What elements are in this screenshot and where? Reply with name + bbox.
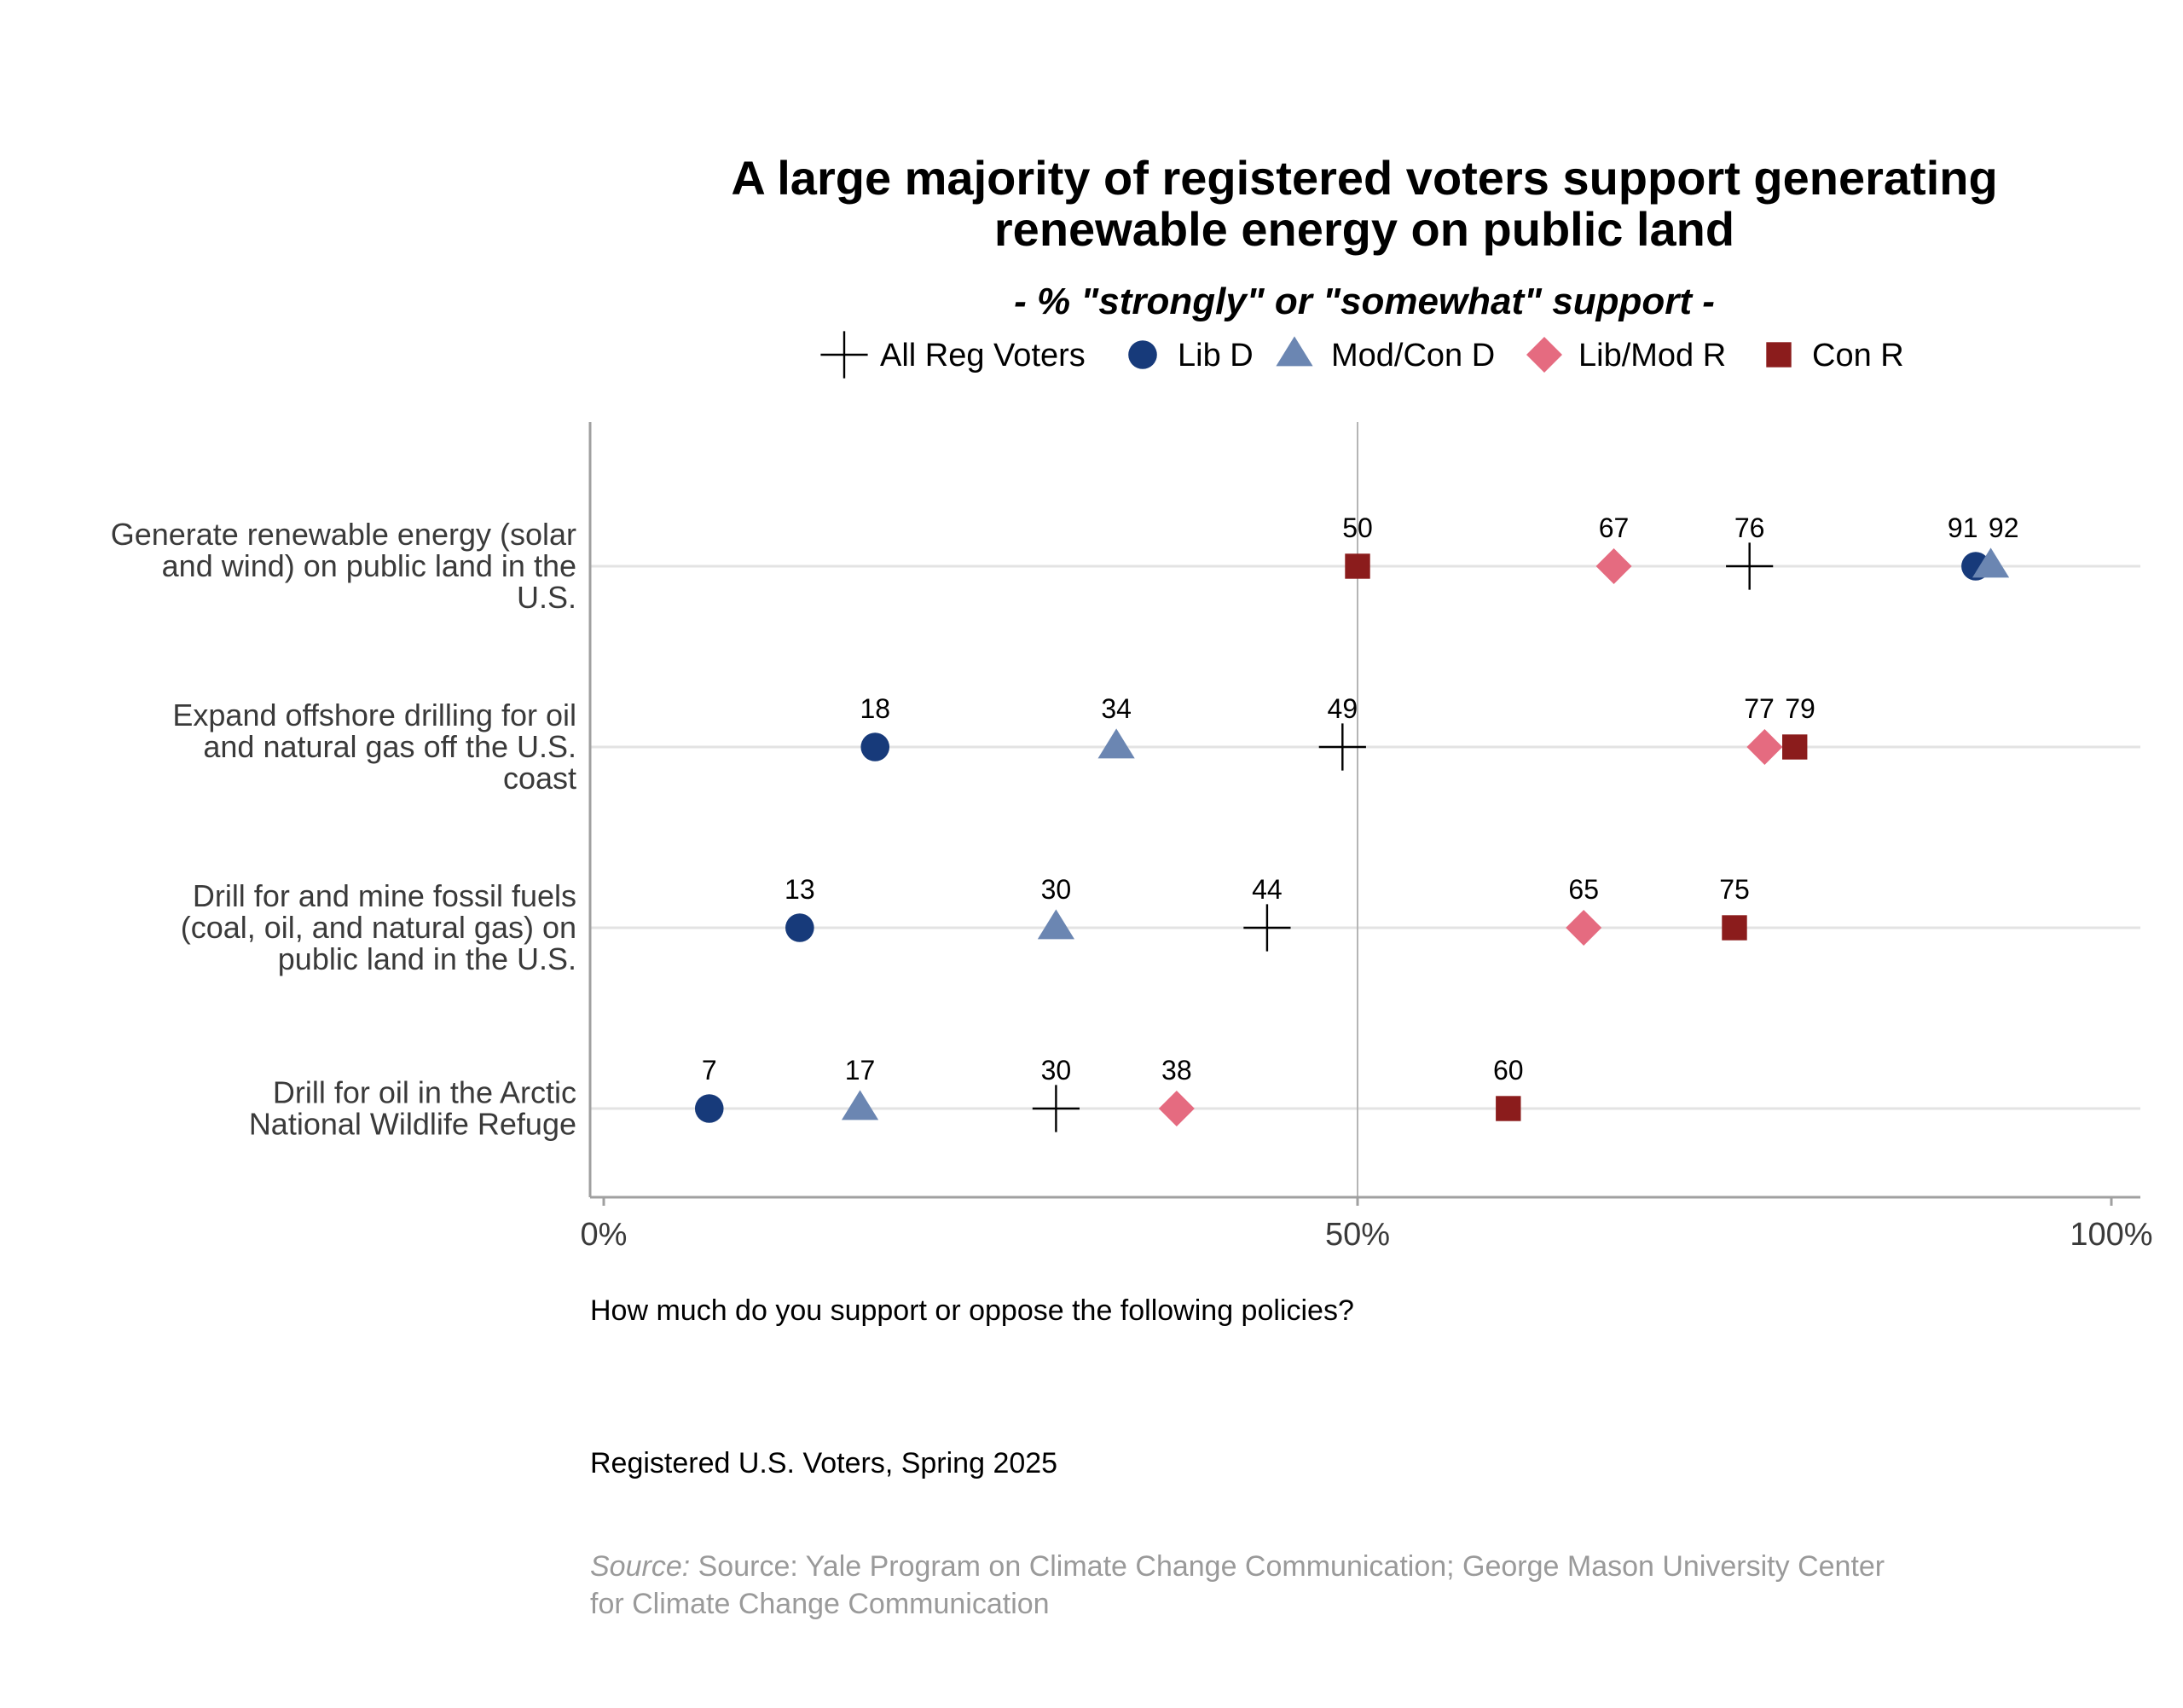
data-label-all-reg-voters: 49 — [1328, 693, 1358, 724]
data-label-lib-d: 91 — [1948, 512, 1978, 543]
legend-marker-lib-mod-r — [1526, 337, 1562, 373]
category-label: (coal, oil, and natural gas) on — [181, 910, 576, 945]
x-tick-label: 50% — [1325, 1217, 1390, 1253]
question-note: How much do you support or oppose the fo… — [590, 1294, 1354, 1327]
data-label-con-r: 75 — [1719, 874, 1750, 905]
marker-con-r — [1782, 734, 1808, 760]
legend: All Reg Voters Lib D Mod/Con D Lib/Mod R Con… — [820, 331, 1904, 379]
legend-marker-all-reg-voters — [820, 331, 868, 379]
marker-mod-con-d — [1097, 728, 1135, 759]
source-text: Source: Yale Program on Climate Change C… — [690, 1550, 1885, 1583]
category-label: U.S. — [517, 580, 576, 615]
legend-label-con-r: Con R — [1812, 338, 1904, 373]
chart-title-line: A large majority of registered voters su… — [731, 151, 1997, 205]
chart-title: A large majority of registered voters su… — [731, 151, 1997, 256]
data-label-con-r: 50 — [1342, 512, 1373, 543]
data-label-lib-mod-r: 77 — [1744, 693, 1775, 724]
source-line: for Climate Change Communication — [590, 1588, 1050, 1620]
x-axis-ticks: 0% 50% 100% — [581, 1197, 2153, 1253]
legend-label-all-reg-voters: All Reg Voters — [880, 338, 1086, 373]
marker-con-r — [1496, 1096, 1521, 1121]
data-label-lib-d: 7 — [702, 1055, 717, 1086]
marker-all-reg-voters — [1726, 542, 1774, 590]
marker-mod-con-d — [841, 1090, 879, 1120]
category-label: Drill for oil in the Arctic — [273, 1075, 576, 1110]
data-markers — [694, 542, 2010, 1132]
data-label-lib-mod-r: 65 — [1568, 874, 1599, 905]
x-tick-label: 0% — [581, 1217, 628, 1253]
data-label-all-reg-voters: 76 — [1734, 512, 1765, 543]
marker-con-r — [1722, 915, 1747, 941]
legend-label-lib-mod-r: Lib/Mod R — [1578, 338, 1726, 373]
marker-lib-d — [860, 732, 890, 761]
marker-mod-con-d — [1972, 547, 2010, 578]
marker-con-r — [1345, 553, 1370, 579]
legend-marker-mod-con-d — [1276, 336, 1313, 367]
x-tick-label: 100% — [2070, 1217, 2152, 1253]
category-label: public land in the U.S. — [278, 941, 576, 976]
category-label: coast — [503, 761, 576, 796]
data-label-mod-con-d: 34 — [1101, 693, 1132, 724]
legend-marker-con-r — [1766, 342, 1792, 368]
data-label-all-reg-voters: 30 — [1041, 1055, 1072, 1086]
data-labels: 76 91 92 67 50 49 18 34 77 79 44 13 30 65 75 30 7 17 38 60 — [702, 512, 2019, 1086]
data-label-mod-con-d: 17 — [845, 1055, 876, 1086]
population-note: Registered U.S. Voters, Spring 2025 — [590, 1447, 1057, 1479]
marker-all-reg-voters — [1243, 904, 1291, 952]
source-prefix: Source: — [590, 1550, 690, 1583]
marker-lib-mod-r — [1746, 729, 1783, 765]
marker-all-reg-voters — [1318, 723, 1366, 771]
data-label-mod-con-d: 30 — [1041, 874, 1072, 905]
marker-lib-d — [694, 1094, 724, 1123]
chart-subtitle: - % "strongly" or "somewhat" support - — [1014, 281, 1715, 322]
data-label-mod-con-d: 92 — [1989, 512, 2019, 543]
chart-title-line: renewable energy on public land — [994, 202, 1734, 256]
legend-label-lib-d: Lib D — [1178, 338, 1254, 373]
source-line: Source: Source: Yale Program on Climate … — [590, 1550, 1885, 1583]
data-label-con-r: 60 — [1493, 1055, 1524, 1086]
category-label: National Wildlife Refuge — [249, 1107, 576, 1142]
marker-lib-d — [785, 913, 814, 942]
marker-lib-mod-r — [1595, 548, 1632, 584]
category-label: and natural gas off the U.S. — [203, 729, 576, 764]
category-label: Expand offshore drilling for oil — [172, 698, 576, 732]
data-label-lib-mod-r: 38 — [1161, 1055, 1192, 1086]
legend-marker-lib-d — [1128, 340, 1157, 369]
marker-mod-con-d — [1037, 909, 1074, 940]
marker-lib-mod-r — [1566, 910, 1602, 946]
category-label: Drill for and mine fossil fuels — [193, 878, 576, 913]
source-note: Source: Source: Yale Program on Climate … — [590, 1550, 1885, 1620]
data-label-lib-d: 13 — [785, 874, 815, 905]
axes — [588, 422, 2140, 1199]
data-label-lib-d: 18 — [860, 693, 890, 724]
data-label-lib-mod-r: 67 — [1599, 512, 1630, 543]
marker-all-reg-voters — [1032, 1085, 1080, 1132]
category-label: and wind) on public land in the — [162, 548, 576, 583]
marker-lib-mod-r — [1158, 1091, 1195, 1126]
category-label: Generate renewable energy (solar — [111, 517, 576, 552]
data-label-con-r: 79 — [1785, 693, 1815, 724]
data-label-all-reg-voters: 44 — [1252, 874, 1283, 905]
legend-label-mod-con-d: Mod/Con D — [1331, 338, 1495, 373]
